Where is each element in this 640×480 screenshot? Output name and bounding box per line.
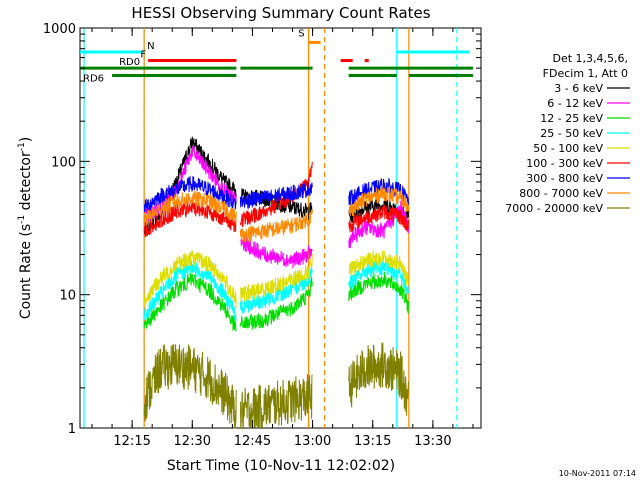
x-tick-label-12-30: 12:30	[174, 434, 211, 449]
series-line-50-100-kev	[143, 249, 409, 308]
y-axis-label-sup2: -1	[17, 142, 27, 151]
legend-label-50-100-kev: 50 - 100 keV	[533, 142, 603, 155]
y-tick-label-1: 1	[68, 422, 76, 437]
y-axis-label-sup: -1	[17, 215, 27, 224]
legend-label-800-7000-kev: 800 - 7000 keV	[519, 187, 603, 200]
series-line-100-300-kev	[143, 161, 409, 238]
series-lines	[143, 136, 409, 430]
x-tick-label-13-30: 13:30	[414, 434, 451, 449]
series-line-12-25-kev	[143, 271, 409, 332]
x-tick-label-13-15: 13:15	[354, 434, 391, 449]
x-tick-label-13-00: 13:00	[294, 434, 331, 449]
y-axis-label-mid: detector	[18, 151, 34, 215]
plot-frame	[79, 27, 482, 429]
flag-label-n: N	[147, 41, 154, 52]
flag-label-f: F	[140, 50, 146, 61]
y-tick-label-10: 10	[59, 289, 76, 304]
x-axis-label: Start Time (10-Nov-11 12:02:02)	[167, 458, 395, 474]
y-axis-label-main: Count Rate (s	[18, 224, 34, 319]
x-tick-label-12-15: 12:15	[113, 434, 150, 449]
legend-label-25-50-kev: 25 - 50 keV	[540, 127, 603, 140]
legend-label-6-12-kev: 6 - 12 keV	[547, 97, 603, 110]
axes: 12:15 12:30 12:45 13:00 13:15 13:30 1 10 100 1000	[43, 22, 481, 449]
vertical-markers	[83, 28, 458, 428]
flag-label-rd6: RD6	[83, 74, 104, 85]
y-axis-label-end: )	[18, 137, 34, 142]
y-axis-label: Count Rate (s-1 detector-1)	[17, 137, 34, 319]
series-line-7000-20000-kev	[143, 342, 409, 430]
series-line-800-7000-kev	[143, 185, 409, 243]
timestamp: 10-Nov-2011 07:14	[559, 469, 636, 478]
legend-label-3-6-kev: 3 - 6 keV	[554, 82, 603, 95]
flag-label-rd0: RD0	[119, 57, 140, 68]
legend-label-7000-20000-kev: 7000 - 20000 keV	[505, 202, 603, 215]
y-tick-label-100: 100	[51, 155, 76, 170]
x-tick-label-12-45: 12:45	[234, 434, 271, 449]
legend: Det 1,3,4,5,6, FDecim 1, Att 0 3 - 6 keV…	[505, 52, 630, 215]
series-line-300-800-kev	[143, 175, 409, 214]
legend-label-12-25-kev: 12 - 25 keV	[540, 112, 603, 125]
legend-label-300-800-kev: 300 - 800 keV	[526, 172, 603, 185]
legend-label-100-300-kev: 100 - 300 keV	[526, 157, 603, 170]
legend-header-1: Det 1,3,4,5,6,	[552, 52, 628, 65]
legend-header-2: FDecim 1, Att 0	[543, 67, 628, 80]
chart-title: HESSI Observing Summary Count Rates	[131, 4, 430, 22]
y-tick-label-1000: 1000	[43, 22, 76, 37]
flag-label-s: S	[298, 28, 304, 39]
